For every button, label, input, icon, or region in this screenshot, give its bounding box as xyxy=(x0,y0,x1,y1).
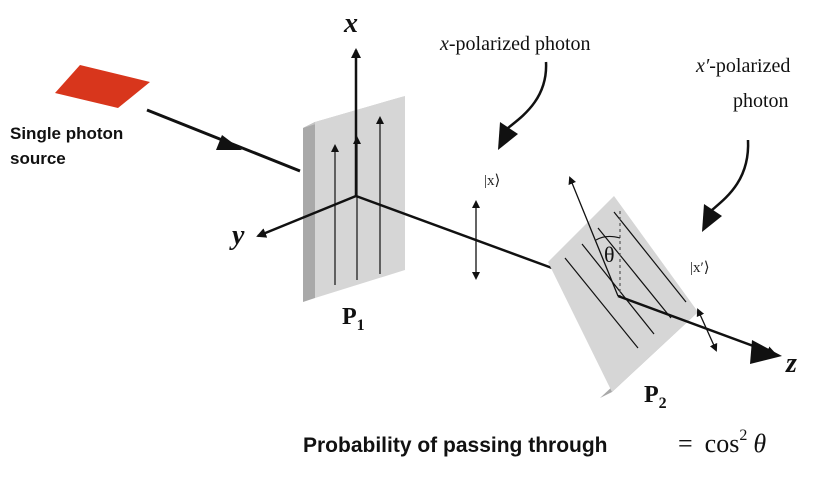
source-label-line2: source xyxy=(10,149,66,168)
p2-transmission-line-2 xyxy=(581,243,655,335)
theta-arc xyxy=(595,235,621,241)
x-photon-pointer-curve xyxy=(507,61,548,129)
x-polarized-text: -polarized photon xyxy=(449,33,591,55)
xprime-polarized-var: x′ xyxy=(695,55,710,77)
polarizer-p1-side xyxy=(303,122,315,302)
z-axis-segment-mid xyxy=(355,194,553,270)
p2-rotated-axis-arrow xyxy=(568,176,619,297)
beam-direction-arrow xyxy=(216,135,242,150)
formula-equals: = xyxy=(678,429,693,458)
xprime-polarized-photon-label: x′-polarized xyxy=(695,55,790,77)
formula-exponent: 2 xyxy=(739,427,747,444)
z-axis-arrowhead xyxy=(750,340,782,364)
probability-formula: = cos2 θ xyxy=(678,427,766,458)
x-polarized-photon-label: x-polarized photon xyxy=(439,33,591,55)
y-axis-label: y xyxy=(229,220,245,251)
p2-letter: P xyxy=(644,382,659,408)
x-axis-label: x xyxy=(343,8,358,39)
polarizer-p2-face xyxy=(548,196,698,392)
x-photon-pointer-head xyxy=(498,122,518,150)
formula-cos: cos xyxy=(705,429,740,458)
xprime-photon-line2: photon xyxy=(733,90,789,112)
xprime-polarized-text: -polarized xyxy=(709,55,790,77)
ket-xprime-label: |x′⟩ xyxy=(690,260,710,276)
formula-theta: θ xyxy=(753,429,766,458)
polarizer-p2: θ xyxy=(548,176,698,398)
photon-source-square xyxy=(55,65,150,108)
p1-label: P1 xyxy=(342,304,365,334)
z-axis-segment-end xyxy=(617,294,777,356)
y-axis xyxy=(256,194,357,238)
xprime-photon-pointer-head xyxy=(702,204,722,232)
p2-subscript: 2 xyxy=(659,395,667,412)
p1-letter: P xyxy=(342,304,357,330)
xprime-polarization-double-arrow xyxy=(696,308,718,352)
p2-transmission-line-1 xyxy=(564,257,639,349)
source-label-line1: Single photon xyxy=(10,124,123,143)
p1-subscript: 1 xyxy=(357,317,365,334)
probability-text: Probability of passing through xyxy=(303,434,608,457)
x-polarized-var: x xyxy=(439,33,449,55)
theta-label: θ xyxy=(604,242,615,267)
polarizer-p1 xyxy=(303,96,405,302)
xprime-photon-pointer-curve xyxy=(711,139,750,211)
p2-transmission-line-4 xyxy=(613,211,687,303)
p2-label: P2 xyxy=(644,382,667,412)
z-axis-label: z xyxy=(785,348,797,379)
ket-x-label: |x⟩ xyxy=(484,173,500,189)
p2-transmission-line-3 xyxy=(597,227,672,319)
